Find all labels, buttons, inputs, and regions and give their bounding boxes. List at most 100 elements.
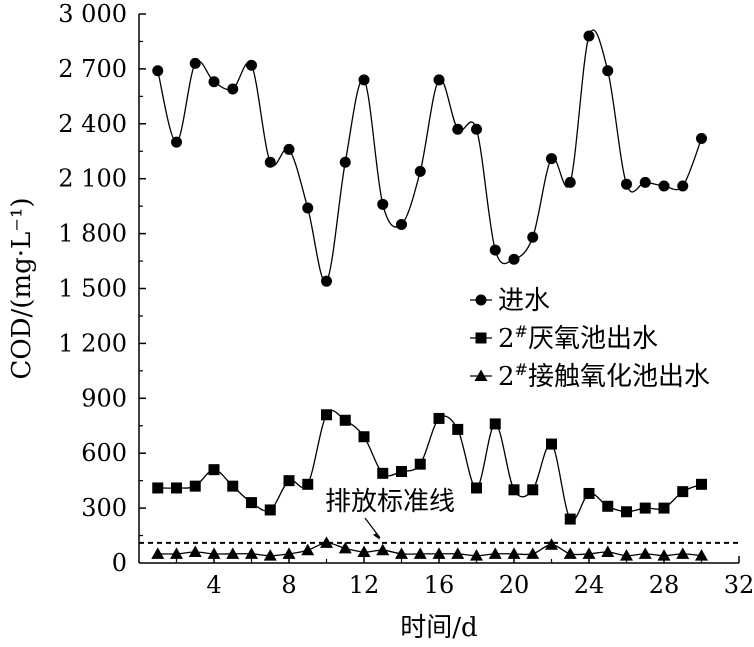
data-point [358,431,370,443]
data-point [452,123,464,135]
data-point [433,74,445,86]
data-point [489,418,501,430]
x-tick-label: 28 [649,571,680,599]
data-point [677,486,689,498]
data-point [264,504,276,516]
series-line [157,542,702,557]
data-point [189,480,201,492]
data-point [508,484,520,496]
data-point [152,482,164,494]
data-point [226,547,240,559]
x-tick-label: 32 [724,571,754,599]
data-point [658,180,670,192]
data-point [246,497,257,509]
legend: 进水 2#厌氧池出水 2#接触氧化池出水 [470,286,710,392]
y-tick-label: 300 [81,494,127,522]
data-point [601,545,615,558]
data-point [358,74,370,86]
x-axis-title: 时间/d [400,613,477,643]
data-point [264,156,276,168]
data-point [657,549,671,561]
data-point [583,487,595,499]
data-point [602,500,614,512]
data-point [583,30,595,42]
data-point [208,464,220,476]
data-point [470,549,483,561]
data-point [207,547,221,559]
data-point [188,545,202,558]
data-point [246,59,257,71]
data-point [451,547,465,559]
data-point [676,547,690,559]
data-point [171,136,182,148]
data-point [602,65,614,77]
reference-line-group: 排放标准线 [139,487,739,544]
y-tick-label: 1 500 [58,275,127,303]
data-point [696,132,707,144]
data-point [357,545,371,558]
data-point [189,57,201,69]
data-point [471,123,482,135]
y-tick-label: 900 [81,384,127,412]
series-1 [152,29,707,287]
data-point [282,547,296,559]
y-tick-label: 2 100 [58,165,127,193]
x-tick-label: 8 [281,571,296,599]
data-point [471,482,482,494]
data-point [321,275,332,287]
data-point [620,549,633,561]
series-3 [151,536,708,561]
series-2 [152,409,707,525]
data-point [564,176,576,188]
y-tick-label: 2 700 [58,55,127,83]
data-point [546,153,557,165]
y-tick-label: 600 [81,439,127,467]
y-tick-label: 1 200 [58,329,127,357]
data-point [396,466,407,477]
data-point [639,176,651,188]
legend-label: 进水 [498,286,550,316]
x-tick-label: 12 [349,571,380,599]
data-point [489,244,501,256]
data-point [696,478,707,490]
data-point [339,156,351,168]
legend-marker [475,332,487,344]
data-point [208,76,220,88]
data-point [152,65,164,77]
data-point [638,547,652,559]
data-point [151,547,165,559]
data-point [302,202,314,214]
reference-line-label: 排放标准线 [325,487,455,517]
data-point [433,412,445,424]
legend-label: 2#接触氧化池出水 [498,360,710,392]
data-point [621,178,632,190]
data-point [395,547,408,559]
data-point [527,484,539,496]
data-point [377,467,389,479]
data-point [432,547,446,559]
data-point [621,506,632,518]
x-tick-label: 20 [499,571,530,599]
x-tick-label: 16 [424,571,455,599]
data-point [452,423,464,435]
data-point [414,458,426,470]
data-point [227,480,239,492]
y-tick-label: 1 800 [58,220,127,248]
data-point [413,547,427,559]
data-point [527,231,539,243]
series-line [157,29,703,283]
data-point [320,536,333,548]
data-point [377,198,389,210]
data-point [321,409,332,421]
data-point [263,549,277,561]
data-point [563,547,577,559]
y-axis-title: COD/(mg·L⁻¹) [7,197,37,379]
legend-marker [475,294,487,306]
data-point [170,547,183,559]
y-tick-label: 2 400 [58,110,127,138]
data-point [283,475,295,487]
data-point [414,165,426,177]
data-point [245,547,258,559]
x-tick-label: 24 [574,571,605,599]
data-point [283,143,295,155]
